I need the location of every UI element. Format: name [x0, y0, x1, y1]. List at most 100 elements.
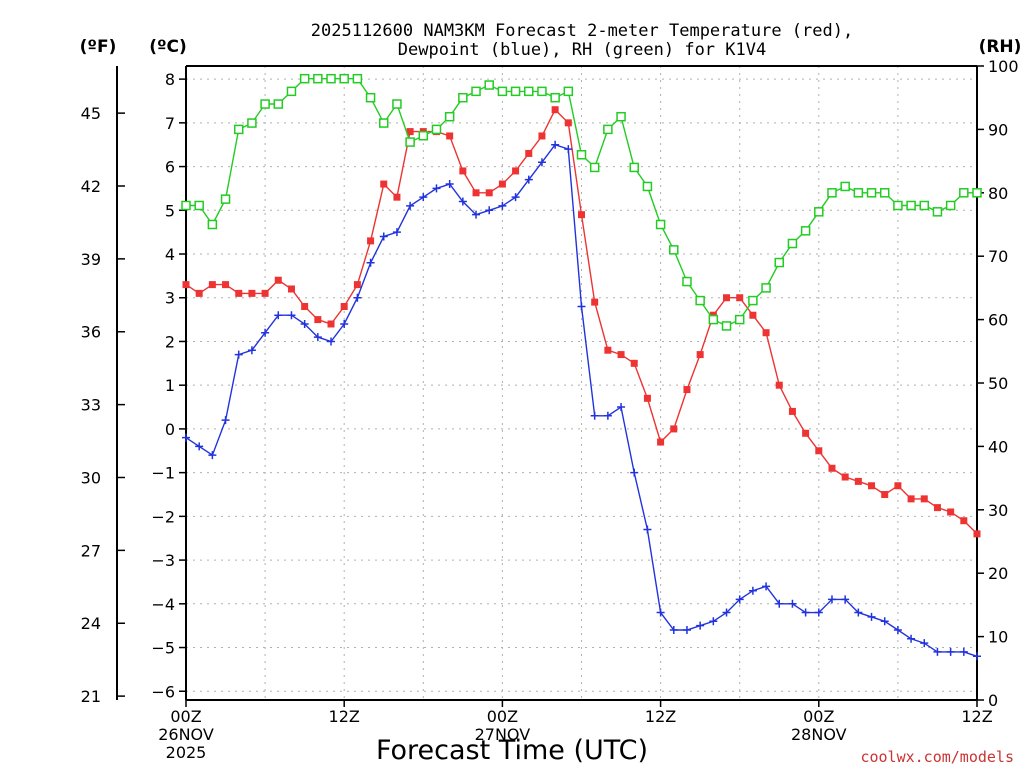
data-point [879, 188, 890, 198]
data-point [945, 200, 956, 211]
x-tick-label: 2025 [166, 743, 207, 762]
rh-tick-label: 0 [988, 691, 998, 710]
data-point [841, 473, 849, 481]
data-point [748, 586, 757, 595]
data-point [643, 525, 652, 534]
fahrenheit-tick-label: 42 [81, 177, 101, 196]
data-point [498, 180, 506, 188]
rh-tick-label: 50 [988, 374, 1008, 393]
data-point [709, 617, 718, 626]
data-point [419, 193, 428, 202]
data-point [537, 86, 547, 97]
fahrenheit-tick-label: 39 [81, 250, 101, 269]
data-point [696, 351, 704, 359]
data-point [788, 407, 796, 415]
data-point [815, 447, 823, 455]
x-tick-label: 12Z [645, 707, 676, 726]
data-point [326, 73, 336, 84]
data-point [947, 508, 955, 516]
data-point [551, 106, 559, 114]
data-point [868, 482, 876, 490]
data-point [235, 289, 243, 297]
fahrenheit-tick-label: 27 [81, 541, 101, 560]
data-point [313, 73, 323, 84]
data-point [352, 73, 363, 84]
data-point [431, 124, 442, 135]
data-point [525, 149, 533, 157]
data-point [261, 328, 270, 337]
data-point [617, 351, 625, 359]
celsius-tick-label: 5 [165, 201, 175, 220]
data-point [327, 337, 336, 346]
data-point [762, 329, 770, 337]
credit-link[interactable]: coolwx.com/models [860, 748, 1014, 766]
data-point [946, 647, 955, 656]
data-point [511, 193, 520, 202]
data-point [894, 482, 902, 490]
data-point [802, 429, 810, 437]
data-point [749, 311, 757, 319]
data-point [893, 626, 902, 635]
data-point [274, 311, 283, 320]
data-point [656, 608, 665, 617]
data-point [392, 228, 401, 237]
data-point [485, 189, 493, 197]
data-point [327, 320, 335, 328]
data-point [683, 386, 691, 394]
data-point [340, 319, 349, 328]
data-point [736, 294, 744, 302]
data-point [550, 92, 560, 103]
data-point [208, 451, 217, 460]
data-point [222, 281, 230, 289]
data-point [669, 245, 679, 255]
data-point [564, 145, 573, 154]
rh-tick-label: 60 [988, 311, 1008, 330]
data-point [933, 504, 941, 512]
rh-tick-label: 40 [988, 437, 1008, 456]
data-point [471, 86, 481, 97]
rh-tick-label: 30 [988, 501, 1008, 520]
data-point [234, 350, 243, 359]
data-point [181, 200, 191, 211]
data-point [379, 118, 389, 128]
data-point [867, 612, 876, 621]
data-point [774, 257, 784, 268]
chart-title-line-2: Dewpoint (blue), RH (green) for K1V4 [398, 40, 766, 60]
data-point [775, 381, 783, 389]
data-point [682, 626, 691, 635]
data-point [617, 403, 626, 412]
data-point [695, 295, 705, 306]
data-point [604, 346, 612, 354]
data-point [589, 162, 600, 173]
data-point [287, 311, 296, 320]
data-point [670, 425, 678, 433]
rh-tick-label: 70 [988, 247, 1008, 266]
tick-labels: 876543210−1−2−3−4−5−64542393633302724211… [81, 57, 1019, 762]
data-point [301, 302, 309, 310]
x-tick-label: 27NOV [475, 725, 531, 744]
data-point [299, 73, 310, 84]
data-point [459, 167, 467, 175]
data-point [603, 411, 612, 420]
data-point [221, 416, 230, 425]
fahrenheit-tick-label: 21 [81, 687, 101, 706]
data-point [920, 495, 928, 503]
data-point [538, 132, 546, 140]
x-tick-label: 28NOV [791, 725, 847, 744]
data-point [314, 316, 322, 324]
fahrenheit-tick-label: 24 [81, 614, 101, 633]
data-point [484, 80, 494, 90]
data-point [932, 207, 943, 217]
chart-title-line-1: 2025112600 NAM3KM Forecast 2-meter Tempe… [311, 21, 853, 41]
data-point [182, 281, 190, 289]
data-point [248, 289, 256, 297]
data-point [353, 293, 362, 302]
data-point [247, 346, 256, 355]
data-point [208, 281, 216, 289]
data-point [814, 207, 824, 217]
data-point [761, 283, 771, 293]
data-point [247, 118, 257, 128]
rh-tick-label: 100 [988, 57, 1019, 76]
data-point [286, 86, 297, 97]
data-point [339, 73, 349, 84]
